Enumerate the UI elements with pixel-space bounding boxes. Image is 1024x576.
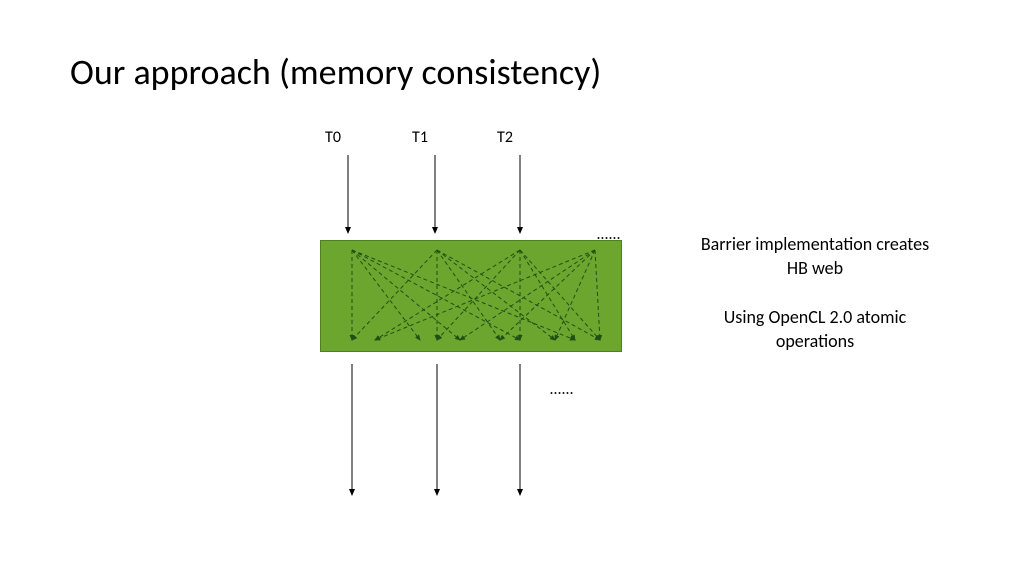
barrier-box (320, 240, 622, 352)
slide-title: Our approach (memory consistency) (70, 50, 601, 94)
thread-label-t2: T2 (490, 128, 520, 147)
thread-label-t0: T0 (318, 128, 348, 147)
slide: Our approach (memory consistency) T0 T1 … (0, 0, 1024, 576)
side-text-opencl: Using OpenCL 2.0 atomic operations (700, 305, 930, 354)
side-text-barrier: Barrier implementation creates HB web (700, 232, 930, 281)
thread-label-t1: T1 (405, 128, 435, 147)
arrows-top-group (348, 155, 520, 233)
ellipsis-bottom: …… (550, 380, 574, 399)
arrows-bottom-group (352, 364, 520, 495)
